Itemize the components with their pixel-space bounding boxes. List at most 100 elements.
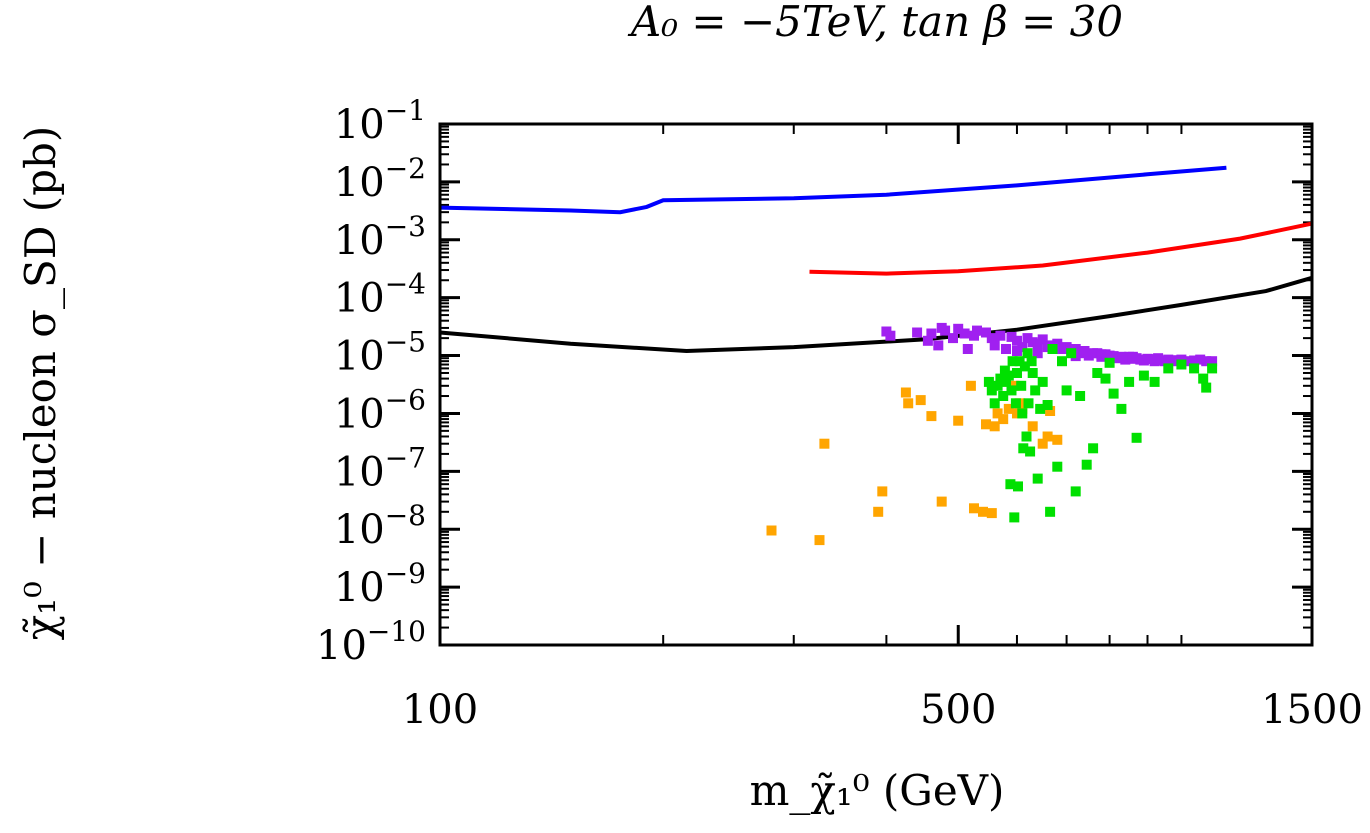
purple-point [933, 340, 944, 351]
green-point [1045, 506, 1056, 517]
green-point [1007, 356, 1018, 367]
orange-point [978, 506, 988, 517]
purple-point [962, 344, 973, 354]
green-point [1131, 432, 1142, 443]
y-tick-label: 10−5 [334, 326, 426, 380]
green-point [1021, 431, 1032, 442]
purple-point [1195, 354, 1206, 365]
orange-point [819, 438, 830, 449]
orange-point [969, 503, 979, 514]
green-point [986, 385, 997, 396]
green-point [1081, 459, 1092, 470]
purple-point [1006, 331, 1017, 342]
green-point [1018, 443, 1029, 454]
green-point [1022, 348, 1033, 359]
purple-point [940, 325, 951, 336]
green-point [983, 376, 994, 387]
green-point [989, 398, 1000, 409]
green-point [1176, 359, 1187, 370]
tick-labels: 10−110−210−310−410−510−610−710−810−910−1… [316, 94, 1363, 733]
y-tick-label: 10−7 [334, 441, 426, 495]
y-axis-label: χ̃₁⁰ − nucleon σ_SD (pb) [16, 126, 65, 641]
orange-point [953, 415, 964, 426]
y-tick-label: 10−1 [334, 94, 426, 148]
green-point [1014, 356, 1025, 367]
green-point [1003, 370, 1014, 381]
green-point [998, 391, 1009, 401]
green-point [1012, 368, 1022, 378]
green-point [1006, 385, 1017, 396]
orange-point [1045, 406, 1056, 416]
green-point [1017, 408, 1028, 419]
green-point [1207, 363, 1218, 374]
y-tick-label: 10−10 [316, 615, 426, 669]
orange-point [1012, 408, 1022, 419]
y-tick-label: 10−2 [334, 152, 426, 206]
purple-point [1032, 348, 1043, 359]
purple-point [986, 333, 997, 344]
green-point [1066, 348, 1077, 359]
green-point [1047, 344, 1058, 354]
purple-point [959, 328, 970, 339]
orange-point [986, 508, 997, 519]
purple-point [969, 330, 979, 341]
purple-point [1207, 356, 1218, 367]
green-point [1042, 400, 1053, 410]
orange-point [981, 419, 991, 430]
green-point [1070, 486, 1081, 497]
green-point [1001, 376, 1011, 387]
purple-point [989, 340, 1000, 351]
red-limit-curve [809, 221, 1313, 276]
purple-point [981, 327, 991, 338]
x-tick-label: 1500 [1261, 687, 1363, 733]
purple-point [1127, 351, 1138, 362]
green-point [1013, 481, 1023, 492]
purple-point [922, 335, 933, 346]
green-point [1023, 398, 1034, 409]
chart-title: A₀ = −5TeV, tan β = 30 [627, 0, 1123, 46]
green-point [1138, 370, 1149, 381]
orange-point [1042, 431, 1053, 442]
orange-point [1003, 403, 1014, 414]
green-point [1104, 357, 1115, 368]
purple-point [1189, 355, 1200, 366]
green-point [1010, 398, 1021, 409]
purple-point [1012, 335, 1022, 346]
green-point [1163, 363, 1174, 374]
green-point [1009, 512, 1020, 523]
green-point [1030, 385, 1041, 396]
orange-point [877, 486, 888, 497]
green-point [995, 373, 1006, 384]
green-point [1037, 376, 1048, 387]
limit-curves [439, 165, 1313, 354]
green-point [992, 380, 1003, 391]
green-point [1100, 373, 1111, 384]
green-point [1016, 380, 1027, 391]
ticks-layer [438, 122, 1312, 647]
plot-frame [438, 122, 1314, 647]
green-point [1025, 446, 1036, 457]
purple-point [1096, 349, 1107, 360]
purple-point [1201, 356, 1212, 367]
x-tick-label: 500 [920, 687, 996, 733]
purple-point [1001, 344, 1011, 354]
orange-point [915, 395, 926, 406]
x-axis-label: m_χ̃₁⁰ (GeV) [750, 766, 1005, 815]
purple-point [1017, 342, 1028, 353]
blue-limit-curve [439, 165, 1227, 215]
purple-point [972, 325, 982, 336]
green-point [1201, 382, 1212, 393]
green-point [1027, 368, 1038, 378]
purple-point [912, 327, 923, 338]
purple-point [953, 323, 964, 334]
green-point [1026, 356, 1037, 367]
purple-point [1022, 333, 1033, 344]
orange-point [936, 496, 947, 507]
orange-point [992, 408, 1003, 419]
orange-point [989, 421, 1000, 432]
green-point [1092, 368, 1103, 378]
orange-point [873, 506, 884, 517]
orange-point [1037, 438, 1048, 449]
green-point [1032, 473, 1043, 484]
scatter-points [766, 322, 1218, 546]
